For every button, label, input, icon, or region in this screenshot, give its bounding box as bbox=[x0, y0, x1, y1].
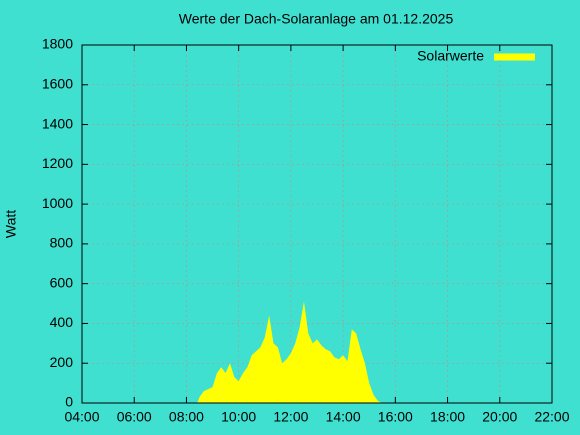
x-tick-label: 04:00 bbox=[64, 409, 99, 425]
plot-frame bbox=[81, 44, 553, 404]
y-tick-label: 400 bbox=[50, 314, 74, 330]
x-tick-label: 06:00 bbox=[117, 409, 152, 425]
x-tick-label: 08:00 bbox=[169, 409, 204, 425]
x-tick-label: 12:00 bbox=[273, 409, 308, 425]
legend-label: Solarwerte bbox=[417, 48, 484, 64]
y-tick-label: 200 bbox=[50, 354, 74, 370]
y-tick-label: 1600 bbox=[42, 75, 73, 91]
legend-swatch bbox=[494, 53, 535, 61]
chart-title: Werte der Dach-Solaranlage am 01.12.2025 bbox=[179, 11, 454, 27]
y-tick-label: 1200 bbox=[42, 155, 73, 171]
area bbox=[197, 301, 383, 403]
x-tick-label: 14:00 bbox=[326, 409, 361, 425]
y-tick-label: 800 bbox=[50, 235, 74, 251]
x-tick-label: 18:00 bbox=[430, 409, 465, 425]
y-tick-label: 0 bbox=[65, 394, 73, 410]
x-tick-label: 20:00 bbox=[482, 409, 517, 425]
x-tick-label: 10:00 bbox=[221, 409, 256, 425]
y-tick-label: 1000 bbox=[42, 195, 73, 211]
x-tick-label: 22:00 bbox=[534, 409, 569, 425]
y-axis-label: Watt bbox=[3, 210, 19, 238]
y-tick-label: 600 bbox=[50, 274, 74, 290]
y-tick-label: 1800 bbox=[42, 36, 73, 52]
x-tick-label: 16:00 bbox=[378, 409, 413, 425]
y-tick-label: 1400 bbox=[42, 115, 73, 131]
